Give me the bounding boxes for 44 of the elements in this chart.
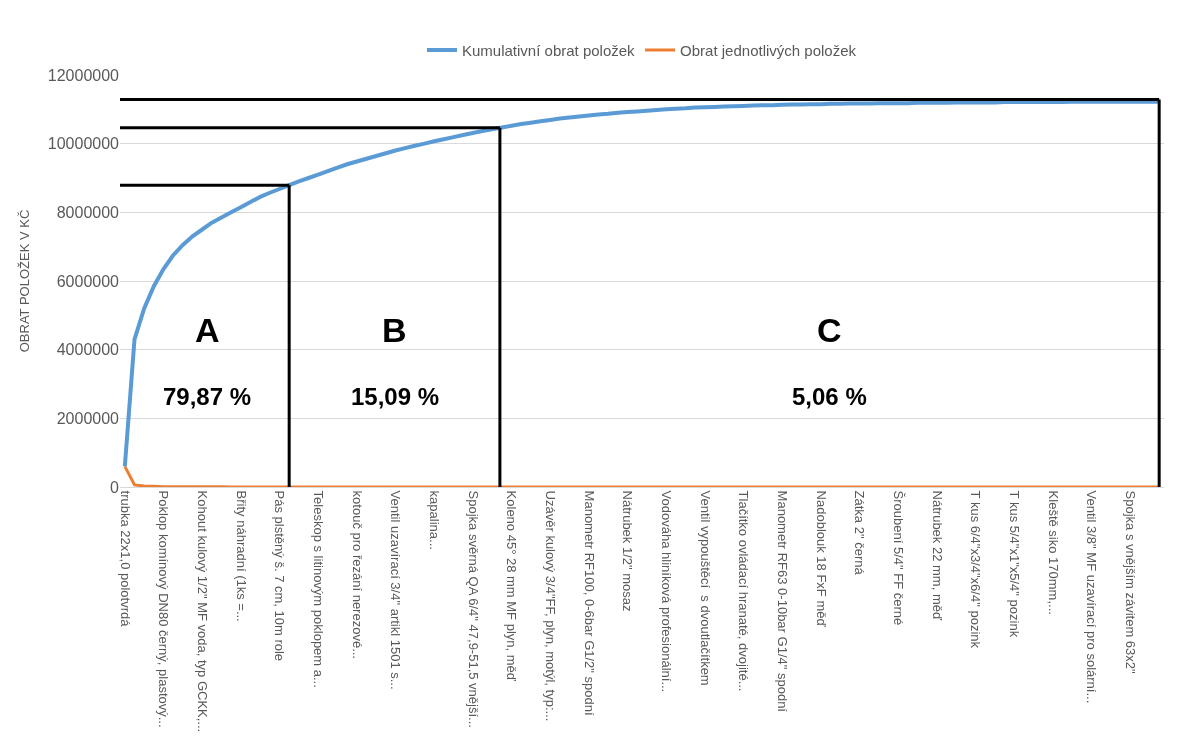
x-tick-label: Pás plstěný š. 7 cm, 10m role — [272, 490, 288, 662]
x-tick-label: Vodováha hliníková profesionální... — [658, 490, 674, 693]
line-series — [123, 464, 1161, 487]
y-tick-label: 6000000 — [56, 272, 120, 290]
x-tick-label: Nátrubek 1/2" mosaz — [620, 490, 636, 612]
x-tick-label: Teleskop s litinovým poklopem a... — [310, 490, 326, 688]
x-tick-label: Manometr RF63 0-10bar G1/4" spodní — [774, 490, 790, 713]
y-tick-label: 8000000 — [56, 203, 120, 221]
x-tick-label: Nátrubek 22 mm, měď — [929, 490, 945, 621]
annotation: 5,06 % — [792, 383, 867, 410]
x-tick-label: Ventil uzavírací 3/4" artikl 1501 s... — [388, 490, 404, 690]
x-tick-label: Kleště siko 170mm,... — [1045, 490, 1061, 615]
x-tick-label: Zátka 2" černá — [852, 490, 868, 576]
annotation: A — [195, 311, 220, 349]
x-tick-label: trubka 22x1,0 polotvrdá — [117, 490, 133, 628]
annotation: C — [817, 311, 842, 349]
x-tick-label: T kus 6/4"x3/4"x6/4" pozink — [968, 490, 984, 649]
x-tick-label: T kus 5/4"x1"x5/4" pozink — [1006, 490, 1022, 638]
y-tick-label: 2000000 — [56, 409, 120, 427]
x-tick-label: Ventil 3/8" MF uzavírací pro solární... — [1084, 490, 1100, 704]
x-tick-label: Kohout kulový 1/2" MF voda, typ GCKK,... — [194, 490, 210, 733]
y-tick-label: 10000000 — [47, 135, 120, 153]
x-tick-label: Spojka svěrná QA 6/4" 47,9-51,5 vnější... — [465, 490, 481, 728]
y-tick-label: 0 — [110, 478, 120, 496]
x-tick-label: Poklop komínový DN80 černý, plastový... — [156, 490, 172, 728]
annotation: 79,87 % — [163, 383, 252, 410]
x-tick-label: Nadoblouk 18 FxF měď — [813, 490, 829, 628]
y-axis-title: OBRAT POLOŽEK V KČ — [16, 209, 32, 353]
legend-label: Obrat jednotlivých položek — [680, 41, 857, 59]
annotation: 15,09 % — [351, 383, 440, 410]
x-tick-label: Uzávěr kulový 3/4"FF, plyn, motýl, typ:... — [542, 490, 558, 722]
annotation: B — [382, 311, 407, 349]
x-tick-label: Ventil vypouštěcí s dvoutlačítkem — [697, 490, 713, 686]
x-tick-label: Tlačítko ovládací hranaté, dvojité... — [736, 490, 752, 692]
y-tick-label: 4000000 — [56, 341, 120, 359]
x-tick-label: kapalina... — [426, 490, 442, 550]
x-tick-label: Spojka s vnějším závitem 63x2" — [1122, 490, 1138, 675]
legend-label: Kumulativní obrat položek — [462, 41, 636, 59]
x-tick-label: Břity náhradní (1ks =... — [233, 490, 249, 622]
x-tick-label: kotouč pro řezání nerezové... — [349, 490, 365, 659]
x-tick-label: Koleno 45° 28 mm MF plyn, měď — [504, 490, 520, 682]
y-tick-label: 12000000 — [47, 66, 120, 84]
x-tick-label: Manometr RF100, 0-6bar G1/2" spodní — [581, 490, 597, 716]
x-tick-label: Šroubení 5/4" FF černé — [890, 490, 906, 626]
